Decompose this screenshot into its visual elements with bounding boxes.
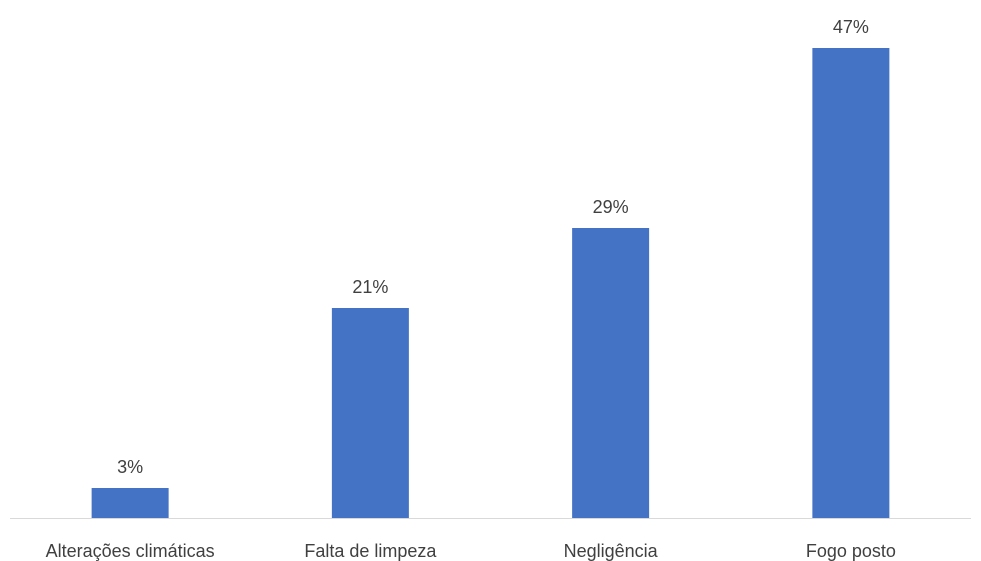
x-tick-label-4: Fogo posto <box>806 541 896 561</box>
bar-4 <box>812 48 890 518</box>
data-labels-group: 3% 21% 29% 47% <box>117 17 869 477</box>
x-tick-label-1: Alterações climáticas <box>46 541 215 561</box>
bars-group <box>91 48 890 518</box>
x-tick-label-3: Negligência <box>564 541 659 561</box>
data-label-1: 3% <box>117 457 143 477</box>
data-label-2: 21% <box>352 277 388 297</box>
bar-2 <box>331 308 409 518</box>
bar-3 <box>572 228 650 518</box>
data-label-3: 29% <box>593 197 629 217</box>
data-label-4: 47% <box>833 17 869 37</box>
bar-1 <box>91 488 169 518</box>
x-tick-labels-group: Alterações climáticas Falta de limpeza Neg… <box>46 541 896 561</box>
x-tick-label-2: Falta de limpeza <box>304 541 437 561</box>
